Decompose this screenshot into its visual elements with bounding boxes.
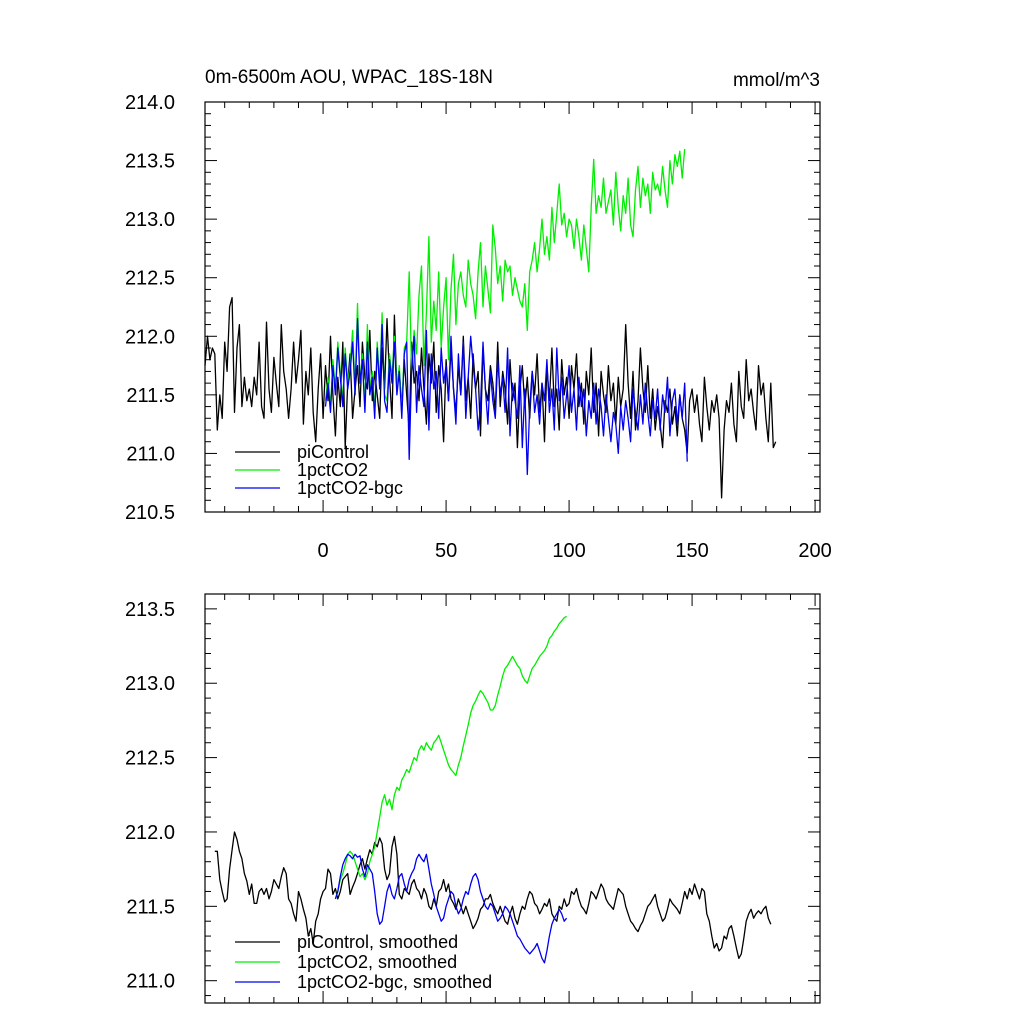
y-tick-label: 213.5	[125, 151, 175, 173]
x-tick-label: 100	[552, 540, 585, 562]
y-tick-label: 211.5	[126, 896, 175, 918]
x-tick-label: 150	[675, 540, 708, 562]
top-chart-units: mmol/m^3	[733, 70, 820, 91]
y-tick-label: 212.5	[125, 268, 175, 290]
y-tick-label: 211.0	[126, 443, 175, 465]
y-tick-label: 211.5	[126, 385, 175, 407]
top-axis-ticks	[205, 101, 820, 513]
top-plot-frame	[204, 101, 821, 513]
top-x-axis-labels: 0 50 100 150 200	[318, 540, 832, 562]
y-tick-label: 213.5	[125, 599, 175, 621]
y-tick-label: 211.0	[126, 971, 175, 993]
top-series-group	[204, 148, 777, 499]
top-chart-title: 0m-6500m AOU, WPAC_18S-18N	[205, 67, 493, 88]
series-line-1pctco2-bgc-smoothed	[334, 853, 568, 964]
x-tick-label: 200	[798, 540, 831, 562]
series-line-1pctco2-bgc	[324, 318, 688, 476]
y-tick-label: 210.5	[125, 502, 175, 524]
legend-label: 1pctCO2-bgc, smoothed	[297, 972, 492, 992]
legend-label: 1pctCO2-bgc	[297, 478, 403, 498]
bottom-series-group	[214, 615, 772, 964]
bottom-y-axis-labels: 211.0 211.5 212.0 212.5 213.0 213.5	[125, 599, 175, 993]
x-tick-label: 0	[318, 540, 329, 562]
y-tick-label: 213.0	[125, 209, 175, 231]
legend-label: 1pctCO2	[297, 460, 368, 480]
bottom-axis-ticks	[205, 593, 820, 1003]
x-tick-label: 50	[435, 540, 457, 562]
y-tick-label: 214.0	[125, 92, 175, 114]
y-tick-label: 212.0	[125, 326, 175, 348]
bottom-plot-frame	[204, 593, 821, 1004]
legend-label: 1pctCO2, smoothed	[297, 952, 457, 972]
series-line-1pctco2	[324, 148, 686, 414]
y-tick-label: 212.5	[125, 748, 175, 770]
top-y-axis-labels: 210.5 211.0 211.5 212.0 212.5 213.0 213.5 214.0	[125, 92, 175, 524]
series-line-1pctco2-smoothed	[334, 615, 567, 900]
series-line-picontrol	[204, 296, 777, 499]
y-tick-label: 212.0	[125, 822, 175, 844]
y-tick-label: 213.0	[125, 673, 175, 695]
bottom-panel: 211.0 211.5 212.0 212.5 213.0 213.5 piControl…	[125, 593, 821, 1004]
legend-label: piControl, smoothed	[297, 932, 458, 952]
top-panel: 0m-6500m AOU, WPAC_18S-18N mmol/m^3 210.…	[125, 67, 832, 562]
legend-label: piControl	[297, 442, 369, 462]
series-line-picontrol-smoothed	[214, 831, 772, 960]
